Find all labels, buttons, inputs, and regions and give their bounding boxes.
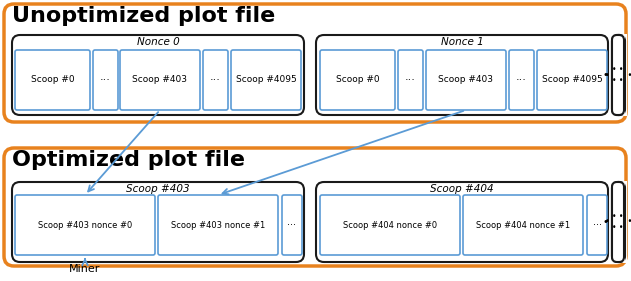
FancyBboxPatch shape: [612, 182, 625, 262]
FancyBboxPatch shape: [203, 50, 228, 110]
Text: Scoop #403 nonce #0: Scoop #403 nonce #0: [38, 221, 132, 230]
FancyBboxPatch shape: [614, 35, 622, 115]
FancyBboxPatch shape: [612, 35, 625, 115]
Text: • •
• •: • • • •: [612, 212, 623, 232]
Text: Scoop #403: Scoop #403: [439, 76, 493, 85]
FancyBboxPatch shape: [15, 195, 155, 255]
Text: • • • •: • • • •: [603, 217, 631, 227]
Text: Nonce 0: Nonce 0: [137, 37, 179, 47]
Text: • • • •: • • • •: [604, 217, 631, 226]
FancyBboxPatch shape: [612, 35, 626, 115]
Text: Scoop #403: Scoop #403: [133, 76, 187, 85]
FancyBboxPatch shape: [15, 50, 90, 110]
FancyBboxPatch shape: [231, 50, 301, 110]
FancyBboxPatch shape: [612, 35, 624, 115]
FancyBboxPatch shape: [320, 50, 395, 110]
FancyBboxPatch shape: [612, 35, 625, 115]
Text: Unoptimized plot file: Unoptimized plot file: [12, 6, 275, 26]
FancyBboxPatch shape: [587, 195, 607, 255]
FancyBboxPatch shape: [426, 50, 506, 110]
Text: Scoop #0: Scoop #0: [31, 76, 74, 85]
Text: Optimized plot file: Optimized plot file: [12, 150, 245, 170]
Text: ···: ···: [288, 220, 297, 230]
FancyBboxPatch shape: [282, 195, 302, 255]
Text: Scoop #404 nonce #1: Scoop #404 nonce #1: [476, 221, 570, 230]
Text: ···: ···: [516, 75, 527, 85]
Text: Scoop #0: Scoop #0: [336, 76, 379, 85]
Text: ···: ···: [210, 75, 221, 85]
Text: Scoop #4095: Scoop #4095: [235, 76, 297, 85]
Text: ···: ···: [405, 75, 416, 85]
FancyBboxPatch shape: [316, 182, 608, 262]
Text: Scoop #403 nonce #1: Scoop #403 nonce #1: [171, 221, 265, 230]
FancyBboxPatch shape: [12, 182, 304, 262]
Text: Scoop #404 nonce #0: Scoop #404 nonce #0: [343, 221, 437, 230]
FancyBboxPatch shape: [120, 50, 200, 110]
FancyBboxPatch shape: [4, 4, 626, 122]
FancyBboxPatch shape: [537, 50, 607, 110]
FancyBboxPatch shape: [612, 182, 626, 262]
FancyBboxPatch shape: [611, 181, 627, 263]
FancyBboxPatch shape: [12, 35, 304, 115]
Text: • • • •: • • • •: [604, 71, 631, 80]
FancyBboxPatch shape: [463, 195, 583, 255]
FancyBboxPatch shape: [320, 195, 460, 255]
FancyBboxPatch shape: [398, 50, 423, 110]
Text: • •
• •: • • • •: [612, 65, 623, 85]
Text: Scoop #404: Scoop #404: [430, 184, 494, 194]
FancyBboxPatch shape: [158, 195, 278, 255]
FancyBboxPatch shape: [316, 35, 608, 115]
FancyBboxPatch shape: [4, 148, 626, 266]
Text: Nonce 1: Nonce 1: [440, 37, 483, 47]
FancyBboxPatch shape: [612, 182, 624, 262]
Text: Scoop #403: Scoop #403: [126, 184, 190, 194]
Text: Scoop #4095: Scoop #4095: [541, 76, 603, 85]
FancyBboxPatch shape: [509, 50, 534, 110]
Text: • • • •: • • • •: [603, 70, 631, 80]
Text: ···: ···: [593, 220, 601, 230]
FancyBboxPatch shape: [612, 182, 625, 262]
Text: ···: ···: [100, 75, 111, 85]
FancyBboxPatch shape: [611, 34, 627, 116]
FancyBboxPatch shape: [93, 50, 118, 110]
Text: Miner: Miner: [69, 264, 101, 274]
